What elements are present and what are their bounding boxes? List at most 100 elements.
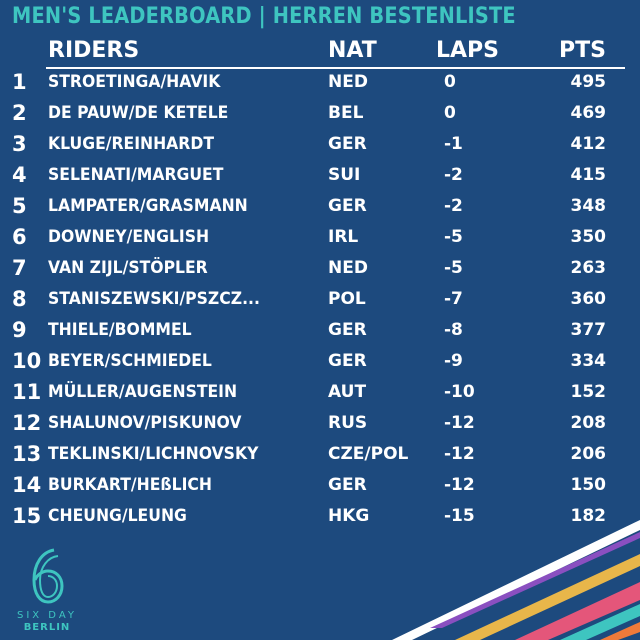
table-row: 4 SELENATI/MARGUET SUI -2 415 [0,159,640,191]
nationality: RUS [328,413,368,433]
rank: 5 [12,194,27,218]
rank: 4 [12,163,27,187]
nationality: GER [328,351,367,371]
nationality: GER [328,320,367,340]
stripe-purple [430,532,640,628]
stripe-orange [600,622,640,640]
table-row: 9 THIELE/BOMMEL GER -8 377 [0,314,640,346]
points: 152 [570,382,607,402]
riders: TEKLINSKI/LICHNOVSKY [48,444,259,464]
rank: 13 [12,442,42,466]
header-divider [46,67,625,69]
nationality: GER [328,134,367,154]
stripe-gold [455,554,640,640]
rank: 1 [12,70,27,94]
points: 350 [570,227,607,247]
table-row: 11 MÜLLER/AUGENSTEIN AUT -10 152 [0,376,640,408]
points: 150 [570,475,607,495]
riders: DE PAUW/DE KETELE [48,103,229,123]
nationality: GER [328,196,367,216]
table-row: 12 SHALUNOV/PISKUNOV RUS -12 208 [0,407,640,439]
riders: SHALUNOV/PISKUNOV [48,413,242,433]
laps: -5 [444,258,463,278]
six-day-berlin-logo: SIX DAY BERLIN [10,546,90,634]
laps: -2 [444,165,463,185]
nationality: BEL [328,103,364,123]
laps: -1 [444,134,463,154]
riders: BURKART/HEßLICH [48,475,212,495]
nationality: NED [328,258,368,278]
rank: 3 [12,132,27,156]
stripe-teal [560,604,640,640]
nationality: AUT [328,382,367,402]
nationality: IRL [328,227,359,247]
laps: -12 [444,444,475,464]
rank: 11 [12,380,42,404]
laps: -10 [444,382,475,402]
riders: CHEUNG/LEUNG [48,506,187,526]
table-row: 8 STANISZEWSKI/PSZCZ... POL -7 360 [0,283,640,315]
rank: 7 [12,256,27,280]
riders: STANISZEWSKI/PSZCZ... [48,289,260,309]
rank: 12 [12,411,42,435]
points: 377 [570,320,607,340]
laps: -5 [444,227,463,247]
laps: 0 [444,103,456,123]
logo-berlin-text: BERLIN [23,622,71,633]
laps: -2 [444,196,463,216]
nationality: HKG [328,506,370,526]
stripe-white [392,520,640,640]
rank: 10 [12,349,42,373]
table-row: 15 CHEUNG/LEUNG HKG -15 182 [0,500,640,532]
points: 206 [570,444,607,464]
points: 360 [570,289,607,309]
table-row: 3 KLUGE/REINHARDT GER -1 412 [0,128,640,160]
laps: -15 [444,506,475,526]
table-row: 5 LAMPATER/GRASMANN GER -2 348 [0,190,640,222]
table-row: 13 TEKLINSKI/LICHNOVSKY CZE/POL -12 206 [0,438,640,470]
leaderboard-title: MEN'S LEADERBOARD | HERREN BESTENLISTE [12,4,516,29]
laps: -12 [444,475,475,495]
riders: LAMPATER/GRASMANN [48,196,248,216]
rank: 9 [12,318,27,342]
riders: BEYER/SCHMIEDEL [48,351,212,371]
riders: THIELE/BOMMEL [48,320,192,340]
riders: DOWNEY/ENGLISH [48,227,210,247]
points: 348 [570,196,607,216]
riders: KLUGE/REINHARDT [48,134,214,154]
riders: MÜLLER/AUGENSTEIN [48,382,238,402]
points: 495 [570,72,607,92]
table-row: 6 DOWNEY/ENGLISH IRL -5 350 [0,221,640,253]
rank: 2 [12,101,27,125]
laps: 0 [444,72,456,92]
laps: -8 [444,320,463,340]
riders: VAN ZIJL/STÖPLER [48,258,208,278]
points: 263 [570,258,607,278]
table-row: 14 BURKART/HEßLICH GER -12 150 [0,469,640,501]
rank: 8 [12,287,27,311]
laps: -7 [444,289,463,309]
header-pts: PTS [559,38,606,63]
riders: SELENATI/MARGUET [48,165,224,185]
table-row: 1 STROETINGA/HAVIK NED 0 495 [0,66,640,98]
points: 334 [570,351,607,371]
stripe-pink [515,582,640,640]
header-laps: LAPS [436,38,500,63]
rank: 6 [12,225,27,249]
table-row: 2 DE PAUW/DE KETELE BEL 0 469 [0,97,640,129]
points: 469 [570,103,607,123]
nationality: SUI [328,165,361,185]
riders: STROETINGA/HAVIK [48,72,221,92]
six-numeral-icon [32,548,64,604]
header-riders: RIDERS [48,38,140,63]
points: 415 [570,165,607,185]
rank: 15 [12,504,42,528]
points: 208 [570,413,607,433]
logo-six-day-text: SIX DAY [16,610,78,621]
nationality: POL [328,289,366,309]
table-row: 10 BEYER/SCHMIEDEL GER -9 334 [0,345,640,377]
header-nat: NAT [328,38,377,63]
points: 412 [570,134,607,154]
